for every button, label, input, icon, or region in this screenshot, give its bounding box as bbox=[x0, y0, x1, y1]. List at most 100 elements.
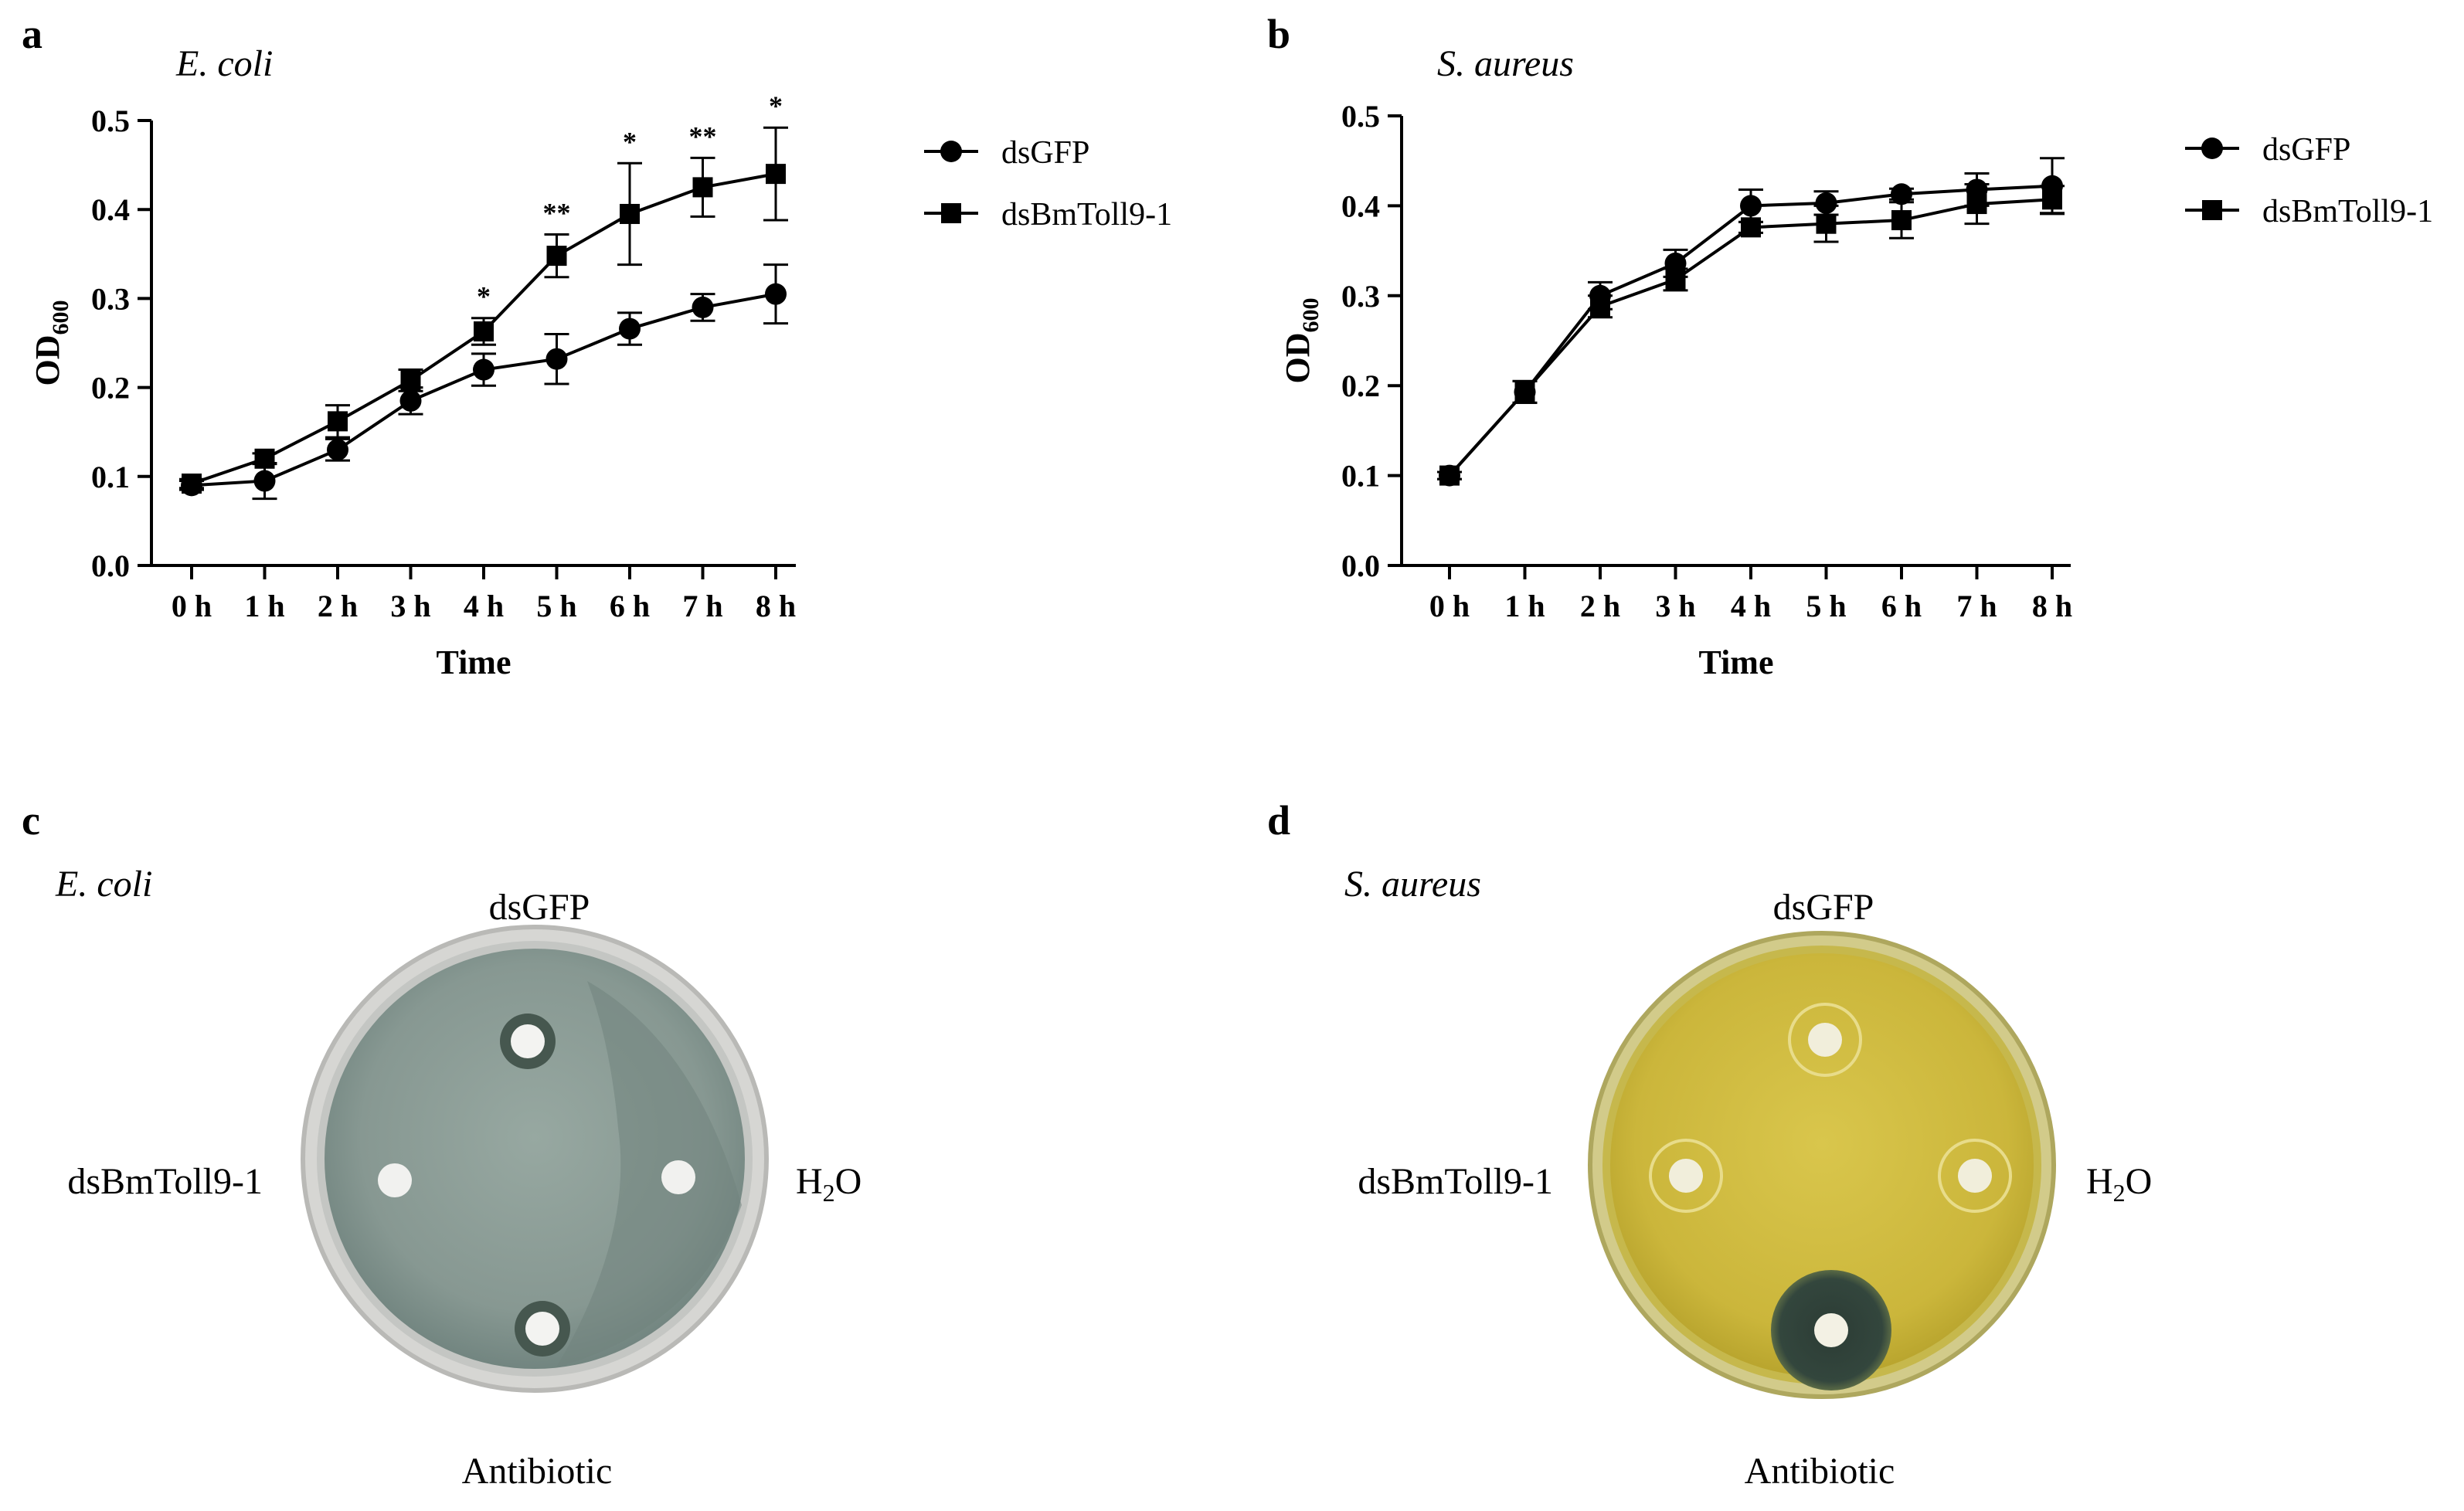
panel-b: b S. aureus 0.0 0.1 0.2 0.3 0.4 0.5 0 h 1 h 2 h 3… bbox=[1267, 11, 2433, 681]
legend-marker-square bbox=[941, 203, 961, 223]
legend-marker-circle bbox=[940, 141, 962, 162]
legend-label: dsBmToll9-1 bbox=[2262, 194, 2433, 229]
panel-c-organism: E. coli bbox=[55, 864, 152, 905]
data-point-square bbox=[1741, 217, 1761, 238]
plate-c-label-bottom: Antibiotic bbox=[462, 1451, 613, 1492]
significance-marker: * bbox=[769, 90, 783, 121]
x-tick-label: 3 h bbox=[390, 589, 430, 623]
disc-ring bbox=[1938, 1139, 2012, 1213]
chart-b: 0.0 0.1 0.2 0.3 0.4 0.5 0 h 1 h 2 h 3 h 4 h 5 h 6 h 7… bbox=[1279, 99, 2433, 681]
x-tick-label: 7 h bbox=[682, 589, 722, 623]
disc-dsbmtoll9 bbox=[378, 1163, 412, 1197]
data-point-square bbox=[766, 164, 786, 185]
data-point-square bbox=[546, 246, 567, 267]
y-tick-label: 0.5 bbox=[1341, 99, 1380, 134]
disc-dsbmtoll9 bbox=[1669, 1159, 1703, 1193]
panel-c: c E. coli dsGFP dsBmToll9-1 H2O Antibiot… bbox=[22, 797, 862, 1492]
disc-ring bbox=[1788, 1003, 1862, 1077]
disc-dsgfp bbox=[1808, 1023, 1842, 1057]
data-point-square bbox=[1439, 465, 1460, 486]
x-tick-label: 4 h bbox=[1731, 589, 1771, 623]
x-tick-label: 2 h bbox=[1580, 589, 1620, 623]
data-point-square bbox=[692, 177, 713, 198]
y-tick-label: 0.1 bbox=[1341, 459, 1380, 494]
significance-marker: ** bbox=[543, 197, 571, 228]
data-point-square bbox=[328, 411, 348, 432]
chart-a: 0.0 0.1 0.2 0.3 0.4 0.5 0 h 1 h 2 h 3 h 4 h 5 h 6 h 7… bbox=[29, 90, 1172, 681]
petri-dish-ecoli bbox=[301, 925, 769, 1393]
data-point-square bbox=[1514, 382, 1535, 402]
x-tick-label: 5 h bbox=[1806, 589, 1846, 623]
data-point-circle bbox=[692, 296, 714, 318]
data-point-square bbox=[182, 474, 202, 494]
panel-a-organism: E. coli bbox=[175, 43, 273, 84]
series-line-dsBmToll9-1 bbox=[1448, 198, 2053, 477]
data-point-square bbox=[620, 203, 640, 224]
plate-c-label-left: dsBmToll9-1 bbox=[67, 1161, 263, 1202]
legend-marker-square bbox=[2202, 200, 2222, 220]
disc-antibiotic bbox=[525, 1312, 559, 1346]
x-axis-title: Time bbox=[437, 643, 511, 681]
x-tick-label: 8 h bbox=[756, 589, 796, 623]
data-point-circle bbox=[253, 470, 276, 492]
x-tick-label: 7 h bbox=[1956, 589, 1997, 623]
plate-d-label-top: dsGFP bbox=[1773, 887, 1874, 928]
significance-marker: * bbox=[477, 281, 491, 312]
disc-h2o bbox=[1958, 1159, 1992, 1193]
panel-d-organism: S. aureus bbox=[1344, 864, 1481, 905]
y-tick-label: 0.1 bbox=[91, 460, 130, 494]
legend-label: dsGFP bbox=[1001, 135, 1089, 171]
panel-d: d S. aureus dsGFP dsBmToll9-1 H2O Antibi… bbox=[1267, 797, 2152, 1492]
y-axis-title: OD600 bbox=[1279, 298, 1324, 384]
x-tick-label: 5 h bbox=[536, 589, 576, 623]
y-tick-label: 0.3 bbox=[91, 281, 130, 316]
data-point-square bbox=[474, 321, 494, 342]
data-point-circle bbox=[619, 317, 641, 340]
y-tick-label: 0.4 bbox=[91, 192, 130, 227]
y-tick-label: 0.0 bbox=[91, 548, 130, 583]
plate-d-label-bottom: Antibiotic bbox=[1745, 1451, 1895, 1492]
x-tick-label: 1 h bbox=[244, 589, 284, 623]
data-point-circle bbox=[1815, 192, 1837, 214]
data-point-circle bbox=[545, 348, 568, 370]
petri-dish-saureus bbox=[1588, 931, 2056, 1399]
x-tick-label: 0 h bbox=[1429, 589, 1470, 623]
data-point-square bbox=[1891, 210, 1912, 231]
panel-letter-b: b bbox=[1267, 11, 1290, 57]
data-point-circle bbox=[1891, 183, 1912, 205]
x-tick-label: 3 h bbox=[1655, 589, 1695, 623]
y-tick-label: 0.0 bbox=[1341, 548, 1380, 583]
panel-letter-d: d bbox=[1267, 797, 1290, 844]
y-axis-title: OD600 bbox=[29, 301, 73, 386]
y-tick-label: 0.3 bbox=[1341, 279, 1380, 314]
x-tick-label: 8 h bbox=[2032, 589, 2072, 623]
legend-label: dsBmToll9-1 bbox=[1001, 197, 1172, 233]
plate-c-label-right: H2O bbox=[796, 1161, 862, 1207]
y-tick-label: 0.2 bbox=[91, 371, 130, 406]
disc-h2o bbox=[661, 1160, 695, 1194]
x-tick-label: 6 h bbox=[1881, 589, 1922, 623]
data-point-square bbox=[400, 370, 421, 391]
x-tick-label: 4 h bbox=[464, 589, 504, 623]
data-point-circle bbox=[399, 389, 422, 412]
plate-c-label-top: dsGFP bbox=[489, 887, 590, 928]
x-tick-label: 1 h bbox=[1504, 589, 1545, 623]
y-tick-label: 0.4 bbox=[1341, 188, 1380, 223]
x-axis-title: Time bbox=[1699, 643, 1774, 681]
data-point-square bbox=[1966, 194, 1987, 215]
data-point-circle bbox=[1740, 195, 1762, 217]
legend-label: dsGFP bbox=[2262, 132, 2350, 168]
panel-letter-c: c bbox=[22, 797, 40, 844]
panel-a: a E. coli 0.0 0.1 0.2 0.3 0.4 0.5 0 h 1 h 2 h 3 h… bbox=[22, 11, 1172, 681]
data-point-square bbox=[2042, 189, 2062, 210]
significance-marker: * bbox=[623, 126, 637, 157]
agar bbox=[1610, 953, 2034, 1377]
disc-ring bbox=[1649, 1139, 1723, 1213]
y-tick-label: 0.5 bbox=[91, 104, 130, 138]
disc-antibiotic bbox=[1814, 1313, 1848, 1347]
y-tick-label: 0.2 bbox=[1341, 368, 1380, 403]
legend-marker-circle bbox=[2201, 138, 2223, 159]
data-point-square bbox=[254, 448, 275, 469]
significance-marker: ** bbox=[689, 121, 717, 151]
